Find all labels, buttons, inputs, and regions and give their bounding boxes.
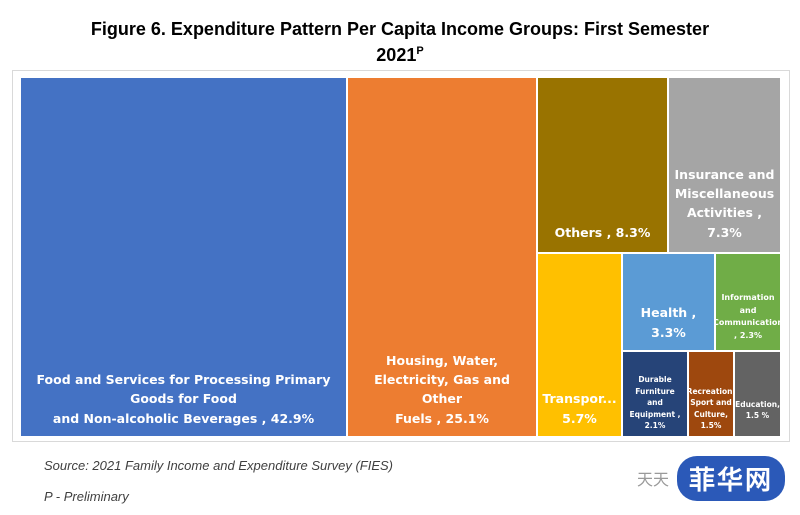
chart-title-line1: Figure 6. Expenditure Pattern Per Capita…	[90, 19, 710, 39]
chart-title: Figure 6. Expenditure Pattern Per Capita…	[0, 18, 800, 66]
preliminary-note: P - Preliminary	[44, 489, 129, 504]
treemap-tile-others: Others , 8.3%	[536, 76, 669, 254]
treemap-tile-label-info: Information and Communication , 2.3%	[714, 293, 782, 340]
treemap-tile-education: Education, 1.5 %	[733, 350, 782, 438]
treemap-tile-label-insurance: Insurance and Miscellaneous Activities ,…	[674, 166, 775, 240]
treemap-tile-durable: Durable Furniture and Equipment , 2.1%	[621, 350, 689, 438]
treemap-tile-label-transport: Transpor... 5.7%	[542, 391, 617, 426]
treemap-tile-insurance: Insurance and Miscellaneous Activities ,…	[667, 76, 782, 254]
treemap-tile-food: Food and Services for Processing Primary…	[19, 76, 348, 438]
chart-title-line2: 2021P	[0, 40, 800, 66]
watermark-small-text: 天天	[636, 472, 669, 489]
treemap-tile-recreation: Recreation, Sport and Culture, 1.5%	[687, 350, 735, 438]
treemap-tile-label-education: Education, 1.5 %	[735, 399, 780, 421]
treemap-tile-label-housing: Housing, Water, Electricity, Gas and Oth…	[374, 352, 510, 426]
treemap-tile-label-health: Health , 3.3%	[640, 305, 697, 340]
source-note: Source: 2021 Family Income and Expenditu…	[44, 458, 393, 473]
chart-title-year: 2021	[376, 45, 417, 65]
treemap-tile-label-durable: Durable Furniture and Equipment , 2.1%	[629, 374, 681, 431]
chart-title-superscript: P	[416, 45, 424, 57]
treemap-tile-label-others: Others , 8.3%	[554, 224, 651, 240]
treemap-tile-label-food: Food and Services for Processing Primary…	[36, 371, 331, 426]
treemap-tile-housing: Housing, Water, Electricity, Gas and Oth…	[346, 76, 538, 438]
watermark-main-text: 菲华网	[676, 455, 785, 501]
watermark-logo: 天天 菲华网	[553, 451, 785, 505]
treemap-tile-transport: Transpor... 5.7%	[536, 252, 623, 438]
treemap-frame: Food and Services for Processing Primary…	[12, 70, 790, 442]
treemap-tile-info: Information and Communication , 2.3%	[714, 252, 782, 352]
treemap-tile-health: Health , 3.3%	[621, 252, 716, 352]
treemap-tile-label-recreation: Recreation, Sport and Culture, 1.5%	[687, 386, 735, 431]
